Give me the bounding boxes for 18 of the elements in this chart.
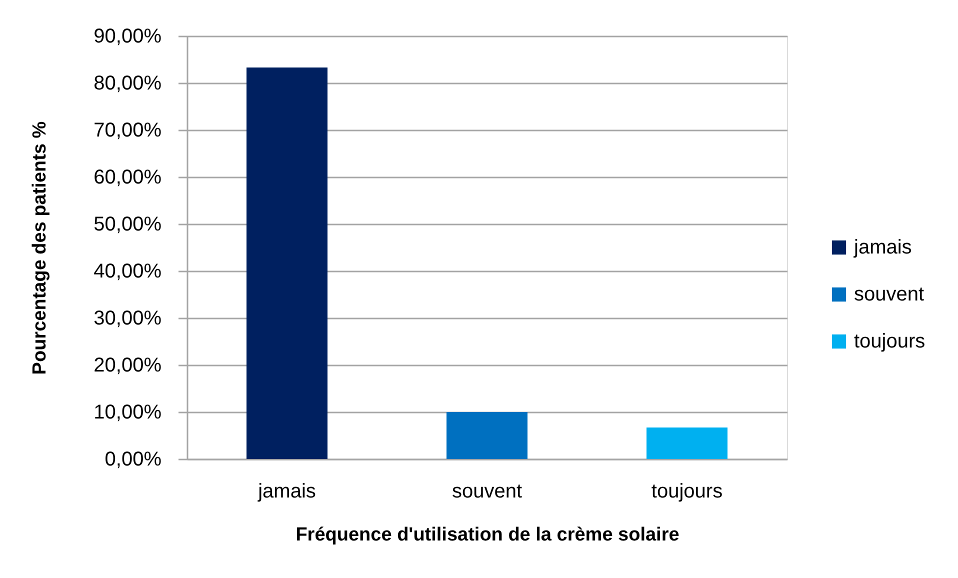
y-tick-label: 0,00% [104,448,162,470]
y-tick-label: 70,00% [94,120,162,142]
x-tick-label: toujours [651,480,723,502]
y-tick-label: 10,00% [94,402,162,424]
y-tick-label: 60,00% [94,166,162,188]
y-tick-label: 80,00% [94,72,162,94]
legend-label: souvent [854,284,924,306]
x-axis-title: Fréquence d'utilisation de la crème solaire [296,524,680,546]
y-tick-label: 90,00% [94,26,162,48]
y-tick-label: 50,00% [94,214,162,236]
y-tick-label: 20,00% [94,354,162,376]
x-tick-label: jamais [257,480,316,502]
legend-label: toujours [854,330,926,352]
legend-label: jamais [853,236,912,258]
x-tick-label: souvent [452,480,522,502]
y-axis-title: Pourcentage des patients % [30,121,51,375]
y-tick-label: 30,00% [94,308,162,330]
y-tick-label: 40,00% [94,260,162,282]
